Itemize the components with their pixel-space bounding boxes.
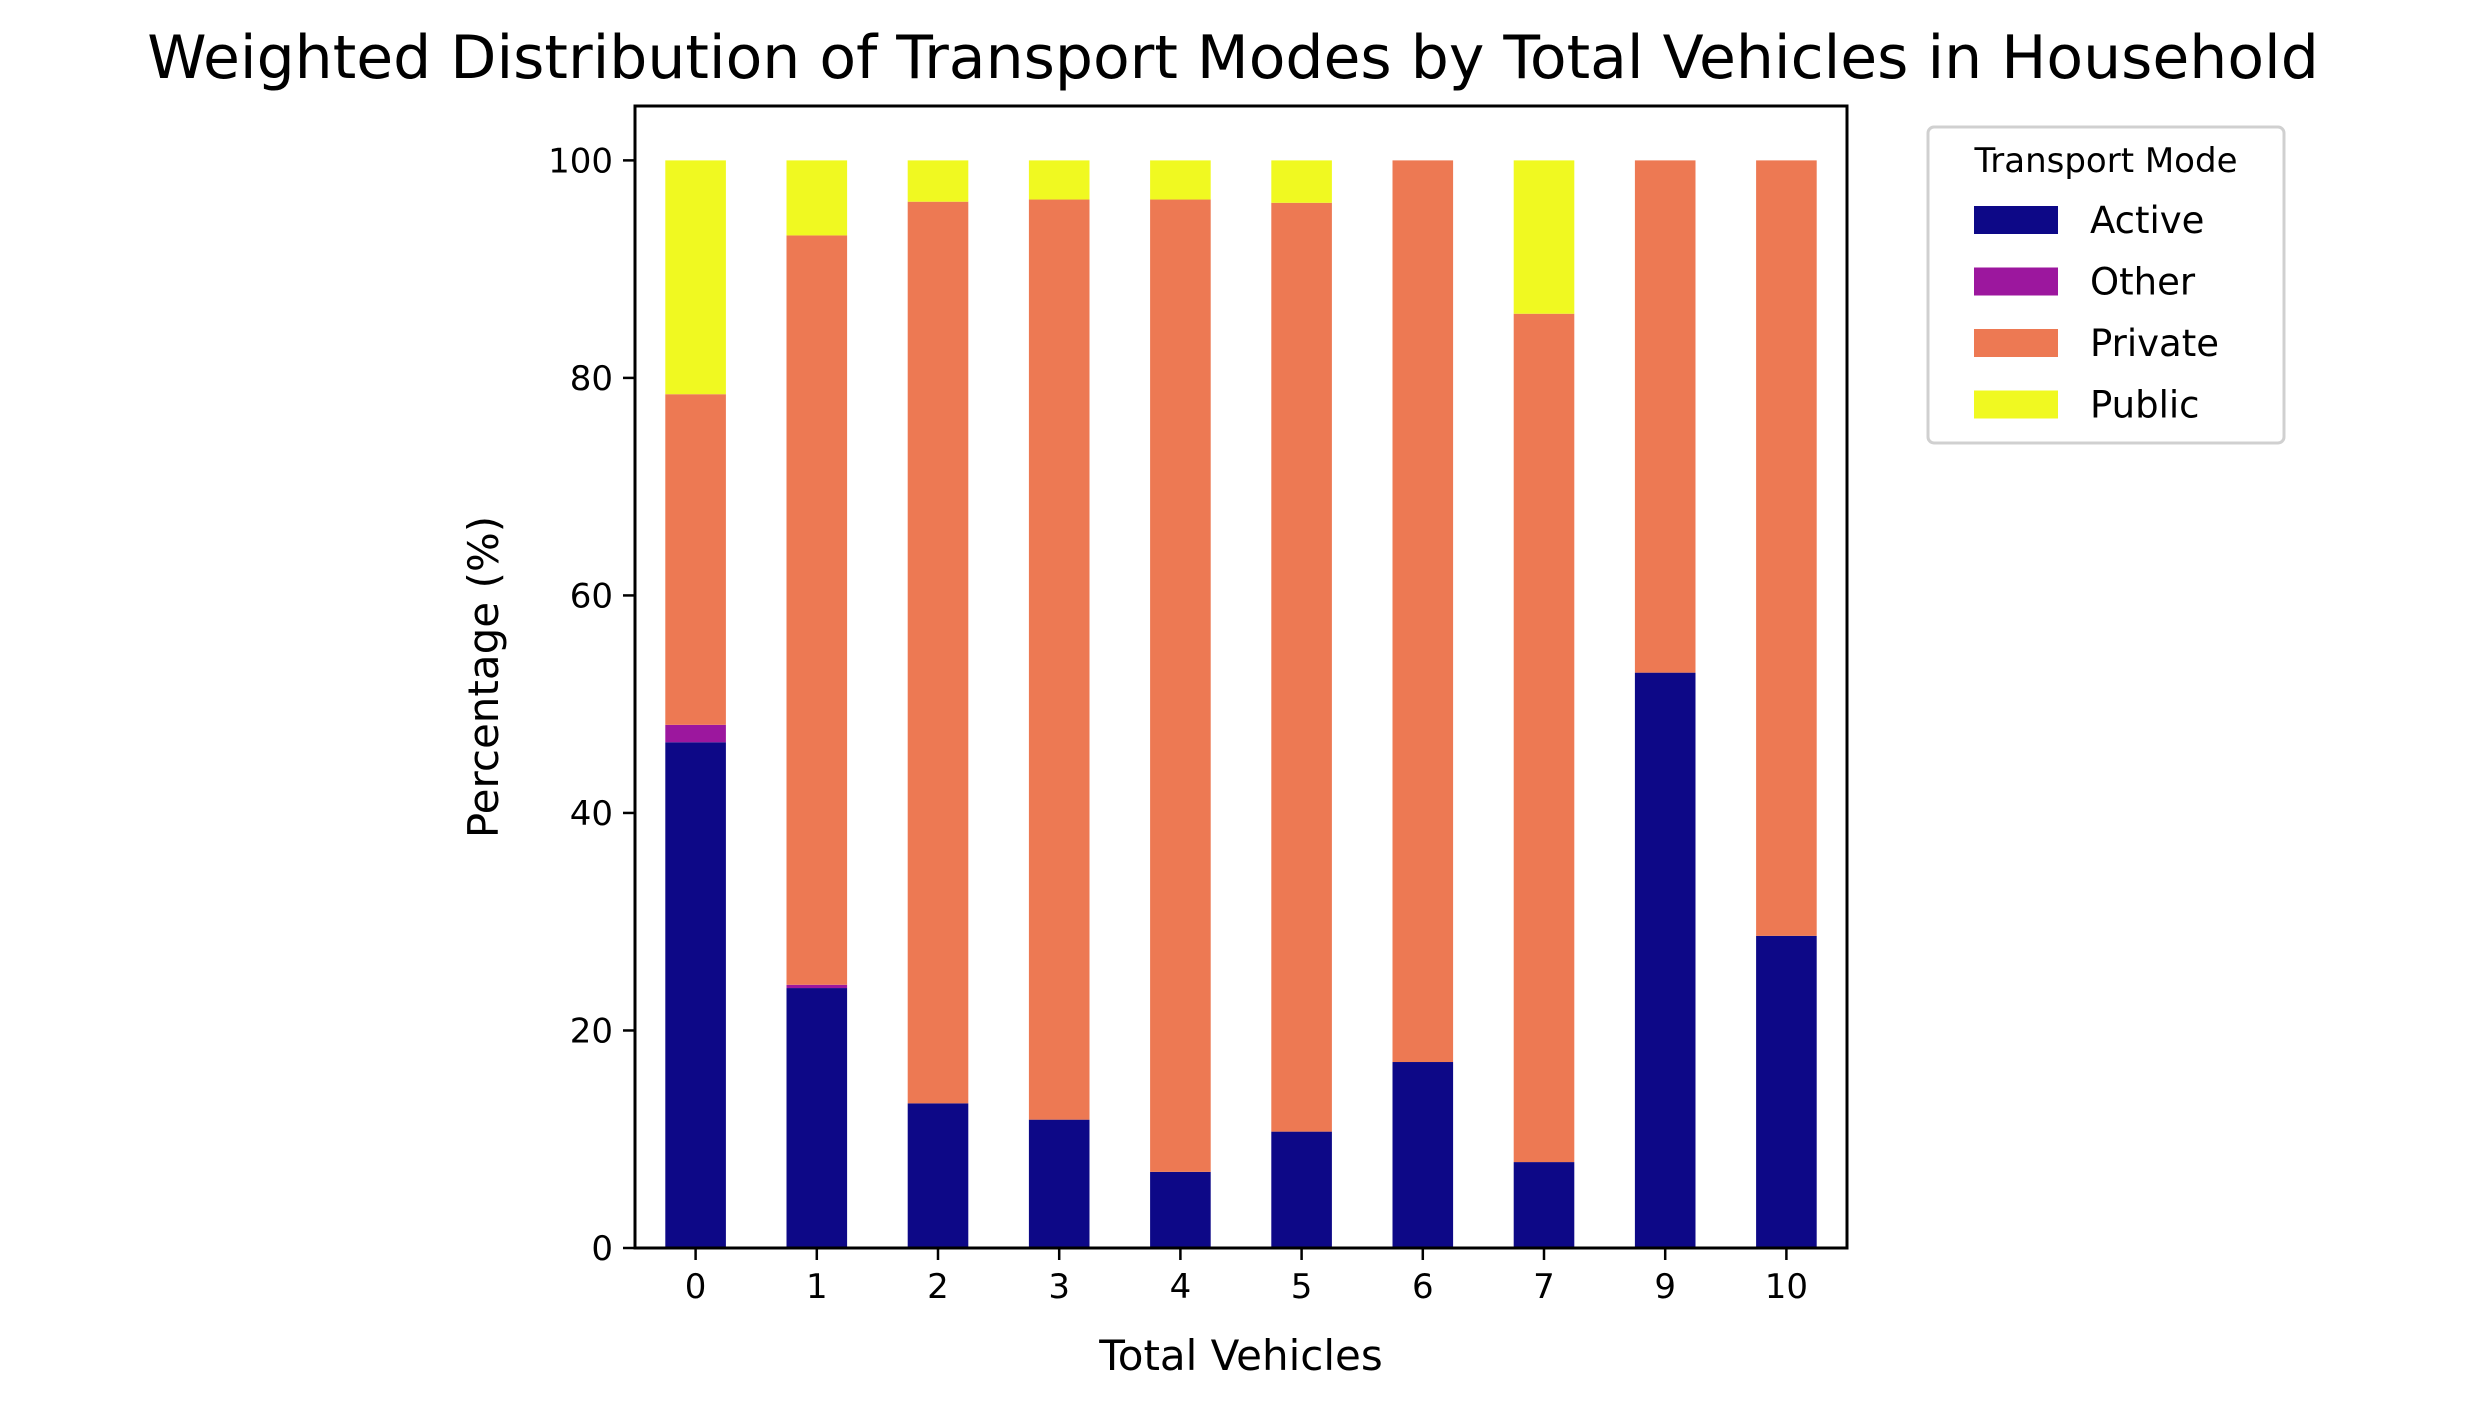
- bar-private-6: [1392, 160, 1454, 1063]
- y-tick-label: 100: [548, 141, 613, 181]
- bar-private-4: [1150, 199, 1211, 1172]
- bar-private-0: [665, 394, 726, 725]
- legend: Transport Mode Active Other Private Public: [1926, 125, 2286, 445]
- bar-public-7: [1513, 160, 1575, 314]
- bar-public-0: [665, 160, 726, 395]
- x-tick-label: 3: [1048, 1267, 1070, 1307]
- x-tick-label: 2: [927, 1267, 949, 1307]
- bar-private-2: [907, 201, 969, 1104]
- bar-active-9: [1634, 672, 1696, 1248]
- legend-swatch-other: [1974, 267, 2058, 296]
- x-tick-label: 6: [1412, 1267, 1434, 1307]
- bar-other-1: [786, 984, 848, 989]
- bar-private-7: [1513, 313, 1575, 1163]
- legend-label-active: Active: [2090, 199, 2204, 242]
- bar-public-3: [1028, 160, 1090, 200]
- bar-private-10: [1756, 160, 1817, 936]
- plot-frame: [633, 104, 1849, 1250]
- y-tick-label: 20: [570, 1011, 613, 1051]
- bar-active-6: [1392, 1062, 1454, 1248]
- bar-other-0: [665, 724, 726, 743]
- bar-active-3: [1028, 1119, 1090, 1248]
- y-tick-label: 60: [570, 576, 613, 616]
- x-tick-label: 0: [685, 1267, 707, 1307]
- bar-public-4: [1150, 160, 1211, 200]
- chart-title: Weighted Distribution of Transport Modes…: [147, 23, 2319, 93]
- y-tick-label: 40: [570, 794, 613, 834]
- x-tick-label: 5: [1291, 1267, 1313, 1307]
- bar-public-5: [1271, 160, 1332, 203]
- plot-area: [665, 160, 1817, 1248]
- x-axis-label: Total Vehicles: [1098, 1331, 1383, 1380]
- bar-private-5: [1271, 202, 1332, 1132]
- legend-swatch-public: [1974, 390, 2058, 419]
- x-axis-ticks: 0 1 2 3 4 5 6 7 9 10: [685, 1248, 1808, 1307]
- x-tick-label: 7: [1533, 1267, 1555, 1307]
- bar-active-10: [1756, 935, 1817, 1248]
- x-tick-label: 10: [1765, 1267, 1808, 1307]
- x-tick-label: 1: [806, 1267, 828, 1307]
- legend-label-private: Private: [2090, 322, 2219, 365]
- legend-label-other: Other: [2090, 261, 2196, 304]
- y-tick-label: 0: [591, 1229, 613, 1269]
- x-tick-label: 4: [1170, 1267, 1192, 1307]
- legend-label-public: Public: [2090, 384, 2200, 427]
- bar-active-5: [1271, 1131, 1332, 1248]
- legend-swatch-private: [1974, 329, 2058, 357]
- bar-public-1: [786, 160, 848, 236]
- legend-title: Transport Mode: [1974, 141, 2238, 181]
- bar-active-7: [1513, 1162, 1575, 1248]
- y-axis-ticks: 0 20 40 60 80 100: [548, 141, 635, 1269]
- bar-active-0: [665, 742, 726, 1248]
- y-tick-label: 80: [570, 359, 613, 399]
- y-axis-label: Percentage (%): [459, 516, 508, 838]
- bar-active-2: [907, 1103, 969, 1248]
- bar-private-9: [1634, 160, 1696, 673]
- bar-active-4: [1150, 1171, 1211, 1248]
- bar-private-1: [786, 235, 848, 985]
- legend-swatch-active: [1974, 206, 2058, 234]
- bar-active-1: [786, 988, 848, 1248]
- bar-public-2: [907, 160, 969, 202]
- bar-private-3: [1028, 199, 1090, 1120]
- x-tick-label: 9: [1654, 1267, 1676, 1307]
